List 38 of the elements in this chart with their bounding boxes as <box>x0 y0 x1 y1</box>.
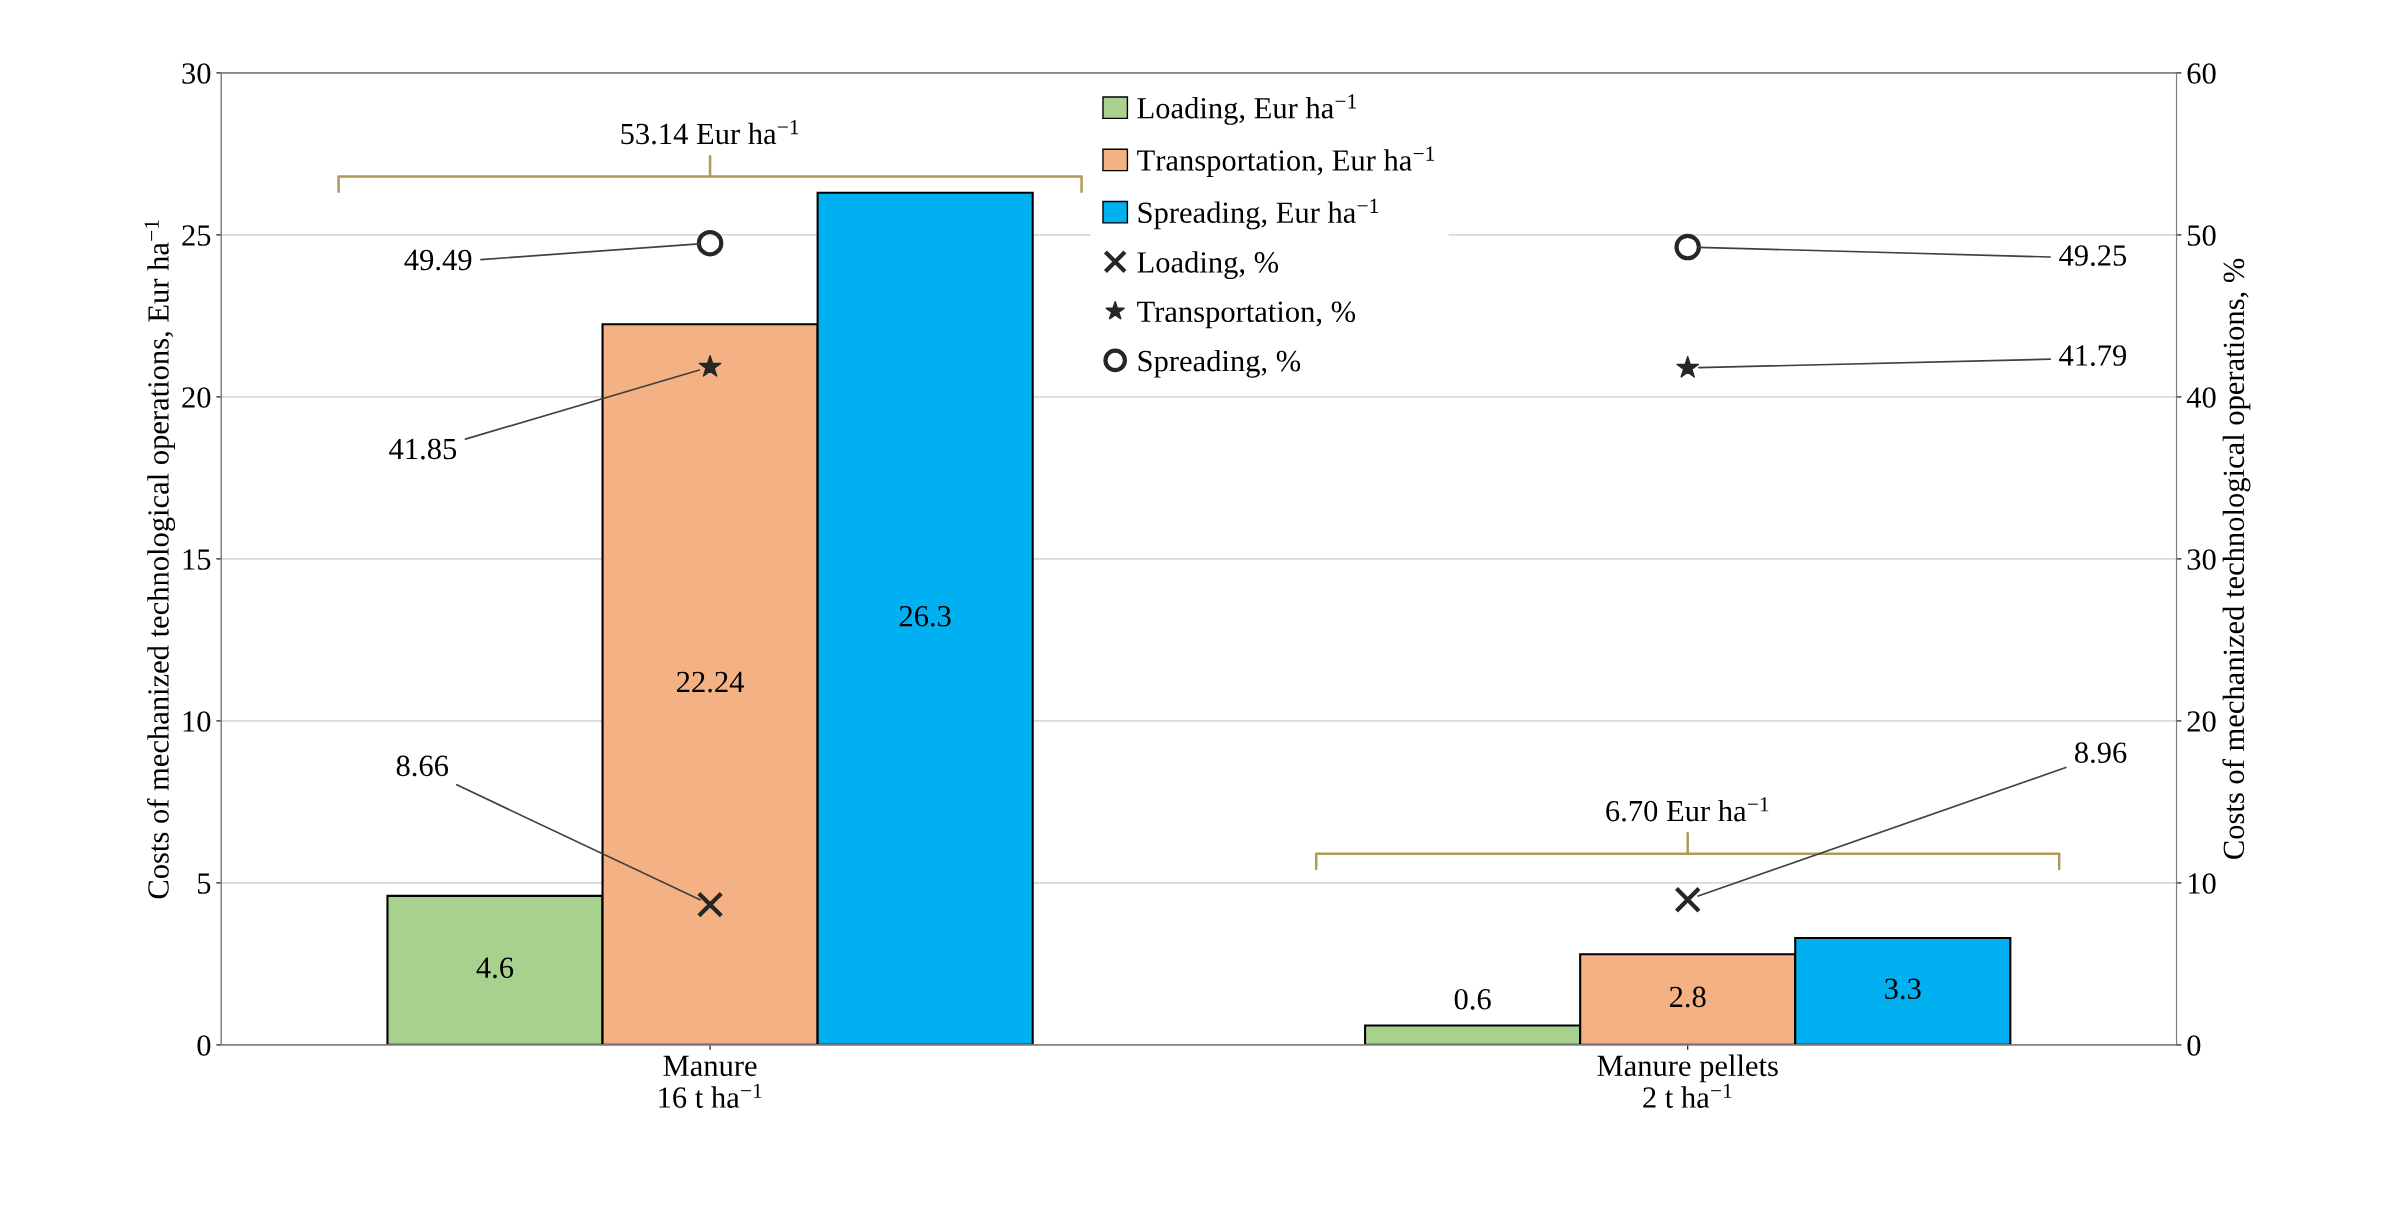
y-tick-label: 15 <box>183 549 211 570</box>
data-label: 2.8 <box>1669 986 1706 1008</box>
y2-tick-label: 10 <box>2188 873 2216 894</box>
y2-tick-label: 20 <box>2187 711 2216 732</box>
y2-tick-label: 40 <box>2186 387 2216 408</box>
data-label: 41.79 <box>2059 345 2127 366</box>
data-label: 8.66 <box>396 755 449 777</box>
y2-tick-label: 30 <box>2187 549 2216 570</box>
y-tick-label: 30 <box>182 63 211 84</box>
annotation: 6.70 Eur ha$^{−1}$ <box>1606 797 1769 822</box>
x-tick-label: Manure pellets 2 t ha$^{−1}$ <box>1597 1054 1778 1108</box>
annotation: 53.14 Eur ha$^{−1}$ <box>621 120 799 145</box>
data-label: 49.49 <box>404 249 472 271</box>
data-label: 49.25 <box>2059 245 2127 266</box>
y2-tick-label: 0 <box>2187 1035 2201 1056</box>
x-tick-label: Manure 16 t ha$^{−1}$ <box>659 1055 762 1108</box>
y2-axis-title: Costs of mechanized technological operations, % <box>2222 258 2251 859</box>
legend-label: Loading, % <box>1137 251 1279 280</box>
data-label: 0.6 <box>1454 988 1491 1010</box>
legend-label: Spreading, % <box>1138 349 1301 378</box>
legend-label: Transportation, Eur ha$^{−1}$ <box>1137 146 1435 177</box>
y-tick-label: 5 <box>198 873 211 894</box>
data-label: 26.3 <box>899 605 951 627</box>
legend-label: Loading, Eur ha$^{−1}$ <box>1137 94 1356 125</box>
y-tick-label: 10 <box>183 711 211 732</box>
y-tick-label: 25 <box>182 225 211 246</box>
data-label: 41.85 <box>389 438 457 460</box>
y-tick-label: 0 <box>197 1035 211 1056</box>
y2-tick-label: 50 <box>2188 225 2216 246</box>
data-label: 22.24 <box>677 671 744 693</box>
legend-label: Transportation, % <box>1137 301 1356 329</box>
legend-label: Spreading, Eur ha$^{−1}$ <box>1138 198 1379 230</box>
data-label: 8.96 <box>2074 742 2127 764</box>
y-tick-label: 20 <box>182 387 211 408</box>
data-label: 3.3 <box>1885 978 1921 1000</box>
data-label: 4.6 <box>476 957 514 979</box>
y2-tick-label: 60 <box>2187 63 2216 84</box>
y-axis-title: Costs of mechanized technological operations, Eur ha$^{−1}$ <box>144 220 176 899</box>
